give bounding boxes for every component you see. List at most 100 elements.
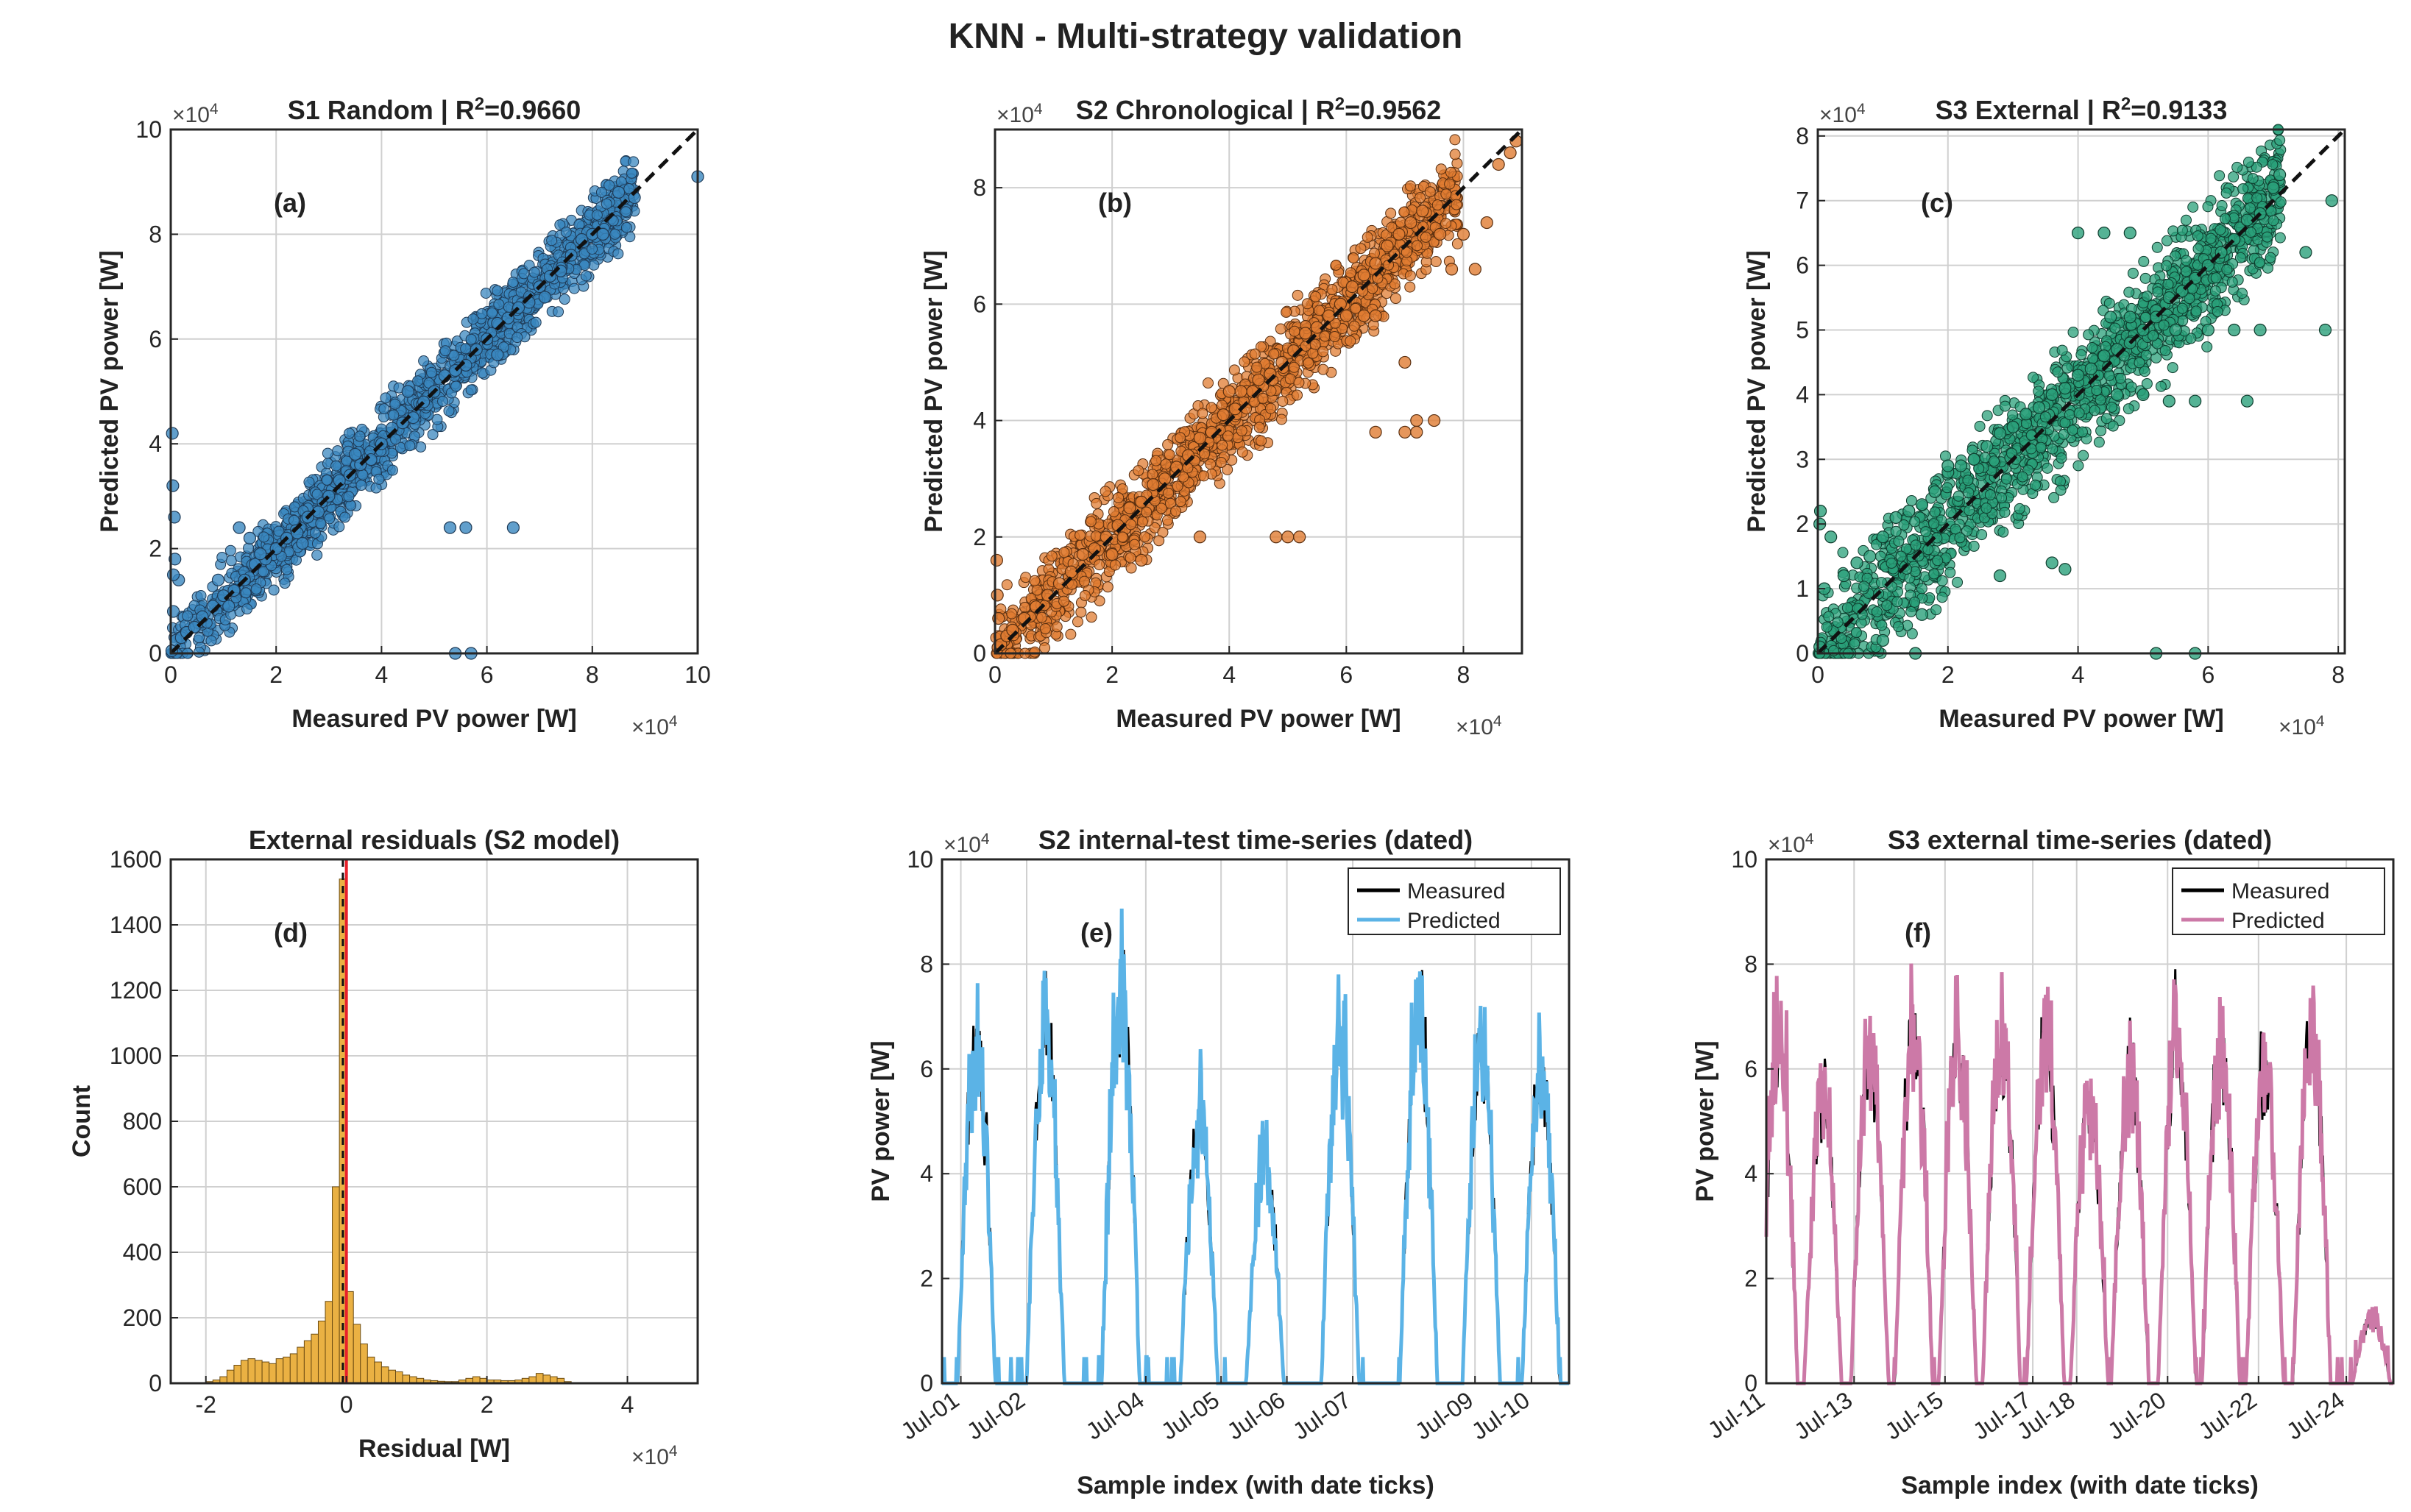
scatter-point: [224, 544, 236, 556]
scatter-point: [2265, 252, 2276, 263]
x-tick-label: 8: [1457, 661, 1470, 688]
scatter-point: [626, 167, 637, 179]
panel-label: (a): [274, 188, 306, 218]
scatter-point: [1909, 516, 1921, 528]
scatter-point: [450, 380, 462, 392]
scatter-point: [1125, 519, 1137, 530]
scatter-point: [1257, 392, 1269, 404]
scatter-point: [1198, 470, 1210, 482]
axes-title: External residuals (S2 model): [249, 825, 620, 855]
scatter-point: [1234, 385, 1247, 398]
x-tick-label: Jul-15: [1880, 1386, 1948, 1444]
scatter-point: [1164, 449, 1175, 461]
scatter-point: [1309, 338, 1321, 350]
scatter-point: [2299, 246, 2312, 259]
scatter-point: [1350, 302, 1362, 314]
histogram-bar: [247, 1358, 256, 1384]
scatter-point: [303, 476, 315, 488]
scatter-point: [2189, 394, 2202, 408]
y-tick-label: 8: [920, 951, 933, 977]
y-tick-label: 0: [149, 640, 162, 667]
scatter-point: [1893, 536, 1905, 547]
x-axis-label: Measured PV power [W]: [291, 705, 576, 733]
scatter-point: [596, 227, 609, 241]
scatter-point: [1941, 459, 1955, 472]
scatter-point: [2091, 385, 2103, 397]
scatter-point: [595, 186, 607, 198]
histogram-bar: [367, 1356, 375, 1384]
scatter-point: [1480, 216, 1493, 230]
scatter-point: [2220, 187, 2232, 199]
scatter-point: [1090, 530, 1102, 542]
scatter-point: [243, 542, 255, 554]
scatter-point: [1984, 489, 1996, 501]
scatter-point: [322, 447, 333, 459]
y-tick-label: 4: [149, 430, 162, 457]
axes-title: S1 Random | R2=0.9660: [288, 94, 581, 127]
scatter-point: [1876, 633, 1889, 647]
scatter-point: [1268, 348, 1280, 360]
scatter-point: [258, 566, 269, 578]
scatter-point: [1893, 621, 1905, 633]
axes-box: [994, 128, 1523, 655]
scatter-point: [1841, 602, 1853, 614]
x-tick-label: 0: [340, 1391, 353, 1418]
scatter-point: [1236, 446, 1248, 458]
scatter-point: [486, 307, 498, 319]
y-tick-label: 10: [907, 846, 933, 873]
scatter-point: [1293, 530, 1306, 544]
x-tick-label: Jul-09: [1410, 1386, 1478, 1444]
histogram-bar: [240, 1360, 249, 1384]
scatter-point: [588, 259, 600, 271]
scatter-point: [1886, 557, 1897, 569]
scatter-point: [2162, 394, 2175, 408]
title-r2-value: =0.9562: [1345, 95, 1441, 125]
scatter-point: [1079, 575, 1091, 587]
scatter-point: [2161, 260, 2173, 271]
scatter-point: [2007, 409, 2019, 421]
x-tick-label: Jul-24: [2281, 1386, 2349, 1444]
scatter-point: [2061, 362, 2073, 374]
y-tick-label: 8: [973, 174, 986, 201]
scatter-point: [166, 605, 180, 618]
scatter-point: [612, 248, 624, 260]
y-tick-label: 4: [920, 1160, 933, 1187]
title-superscript: 2: [1335, 94, 1345, 114]
scatter-point: [321, 474, 333, 486]
scatter-point: [465, 333, 477, 345]
scatter-point: [530, 316, 542, 328]
scatter-point: [2169, 323, 2182, 337]
scatter-point: [1962, 475, 1974, 486]
scatter-point: [2212, 305, 2223, 317]
y-tick-label: 4: [973, 408, 986, 434]
y-tick-label: 0: [973, 640, 986, 667]
histogram-bar: [353, 1324, 361, 1384]
scatter-point: [2014, 503, 2025, 514]
scatter-point: [2084, 362, 2097, 375]
legend-label: Predicted: [2231, 909, 2325, 933]
panel-label: (e): [1080, 918, 1113, 948]
scatter-point: [2083, 329, 2095, 341]
scatter-point: [1909, 596, 1921, 608]
scatter-point: [2267, 181, 2280, 194]
scatter-point: [2072, 460, 2084, 472]
scatter-point: [427, 429, 439, 441]
scatter-point: [2219, 213, 2231, 224]
histogram-bar: [261, 1361, 270, 1384]
scatter-point: [506, 521, 520, 534]
scatter-point: [1029, 575, 1041, 586]
scatter-point: [344, 427, 355, 439]
scatter-point: [2176, 302, 2188, 314]
y-tick-label: 0: [149, 1370, 162, 1396]
scatter-point: [2045, 556, 2058, 569]
scatter-point: [1416, 205, 1429, 218]
scatter-point: [1162, 439, 1174, 450]
scatter-point: [1941, 482, 1953, 494]
x-exponent-label: ×104: [1456, 713, 1502, 740]
scatter-point: [1431, 199, 1443, 211]
scatter-point: [2201, 323, 2214, 337]
scatter-point: [1135, 553, 1148, 567]
histogram-bar: [255, 1360, 263, 1384]
